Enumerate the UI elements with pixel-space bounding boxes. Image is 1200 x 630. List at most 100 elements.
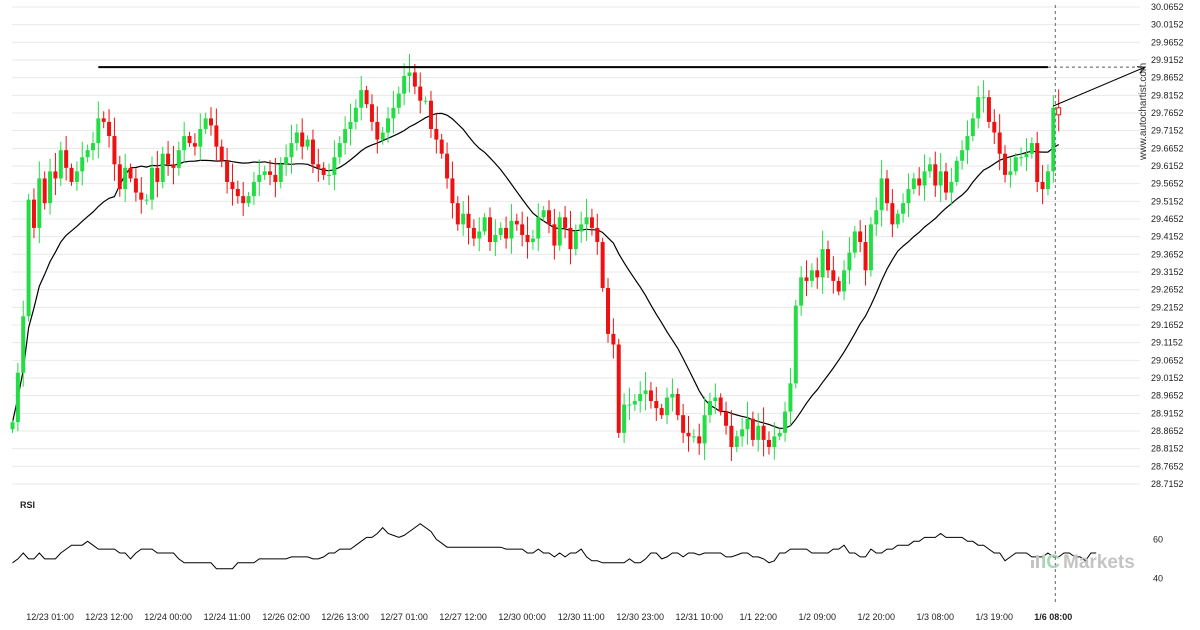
candle-body (149, 167, 154, 200)
candle-body (949, 181, 954, 193)
y-tick-label: 29.5652 (1151, 179, 1184, 189)
candle-body (412, 72, 417, 87)
candle-body (209, 118, 214, 126)
candle-body (761, 425, 766, 440)
candle-body (884, 178, 889, 204)
y-tick-label: 29.1152 (1151, 338, 1183, 348)
candle-body (547, 210, 551, 225)
candle-body (176, 150, 181, 168)
candle-body (1035, 143, 1040, 182)
x-tick-label: 12/30 11:00 (558, 612, 605, 622)
y-tick-label: 29.6152 (1151, 161, 1184, 171)
candle-body (493, 234, 498, 243)
candle-body (155, 167, 160, 182)
candle-body (273, 174, 278, 182)
candle-body (53, 171, 58, 179)
candle-body (616, 344, 621, 433)
candle-body (182, 136, 187, 151)
candle-body (1008, 171, 1013, 175)
rsi-panel: RSI 60 40 (12, 500, 1163, 583)
y-tick-label: 28.9152 (1151, 408, 1184, 418)
candle-body (471, 227, 476, 239)
candle-body (847, 252, 852, 271)
y-tick-label: 29.0652 (1151, 355, 1184, 365)
candle-body (1019, 157, 1024, 159)
candle-body (606, 287, 611, 334)
candle-body (230, 181, 235, 190)
candle-body (26, 199, 31, 317)
candle-body (509, 220, 514, 239)
candle-body (1029, 143, 1034, 154)
candle-body (836, 280, 841, 292)
candle-body (917, 178, 922, 186)
y-tick-label: 29.8152 (1151, 90, 1184, 100)
candle-body (1051, 107, 1056, 172)
candle-body (85, 150, 90, 158)
candle-body (611, 333, 616, 345)
y-tick-label: 28.8152 (1151, 444, 1184, 454)
candle-body (477, 231, 482, 239)
candle-body (96, 118, 101, 144)
rsi-line (12, 523, 1097, 570)
y-tick-label: 29.9152 (1151, 55, 1184, 65)
candle-body (718, 397, 723, 412)
y-tick-label: 29.4152 (1151, 232, 1184, 242)
candle-body (461, 213, 466, 225)
candle-body (428, 100, 433, 129)
candle-body (241, 196, 246, 204)
candle-body (380, 132, 385, 140)
candle-body (198, 128, 203, 147)
x-tick-label: 1/2 09:00 (798, 612, 836, 622)
candle-body (627, 404, 632, 406)
candle-body (316, 164, 321, 168)
y-tick-label: 29.3152 (1151, 267, 1184, 277)
candle-body (310, 139, 315, 165)
x-tick-label: 12/27 12:00 (439, 612, 487, 622)
candle-body (455, 203, 460, 225)
candle-body (187, 136, 192, 144)
candle-body (970, 118, 975, 137)
candle-body (729, 425, 734, 447)
candle-body (48, 171, 53, 204)
candle-body (203, 118, 208, 129)
x-tick-label: 12/27 01:00 (380, 612, 428, 622)
candle-body (986, 97, 991, 122)
candle-body (766, 439, 771, 447)
candle-body (133, 178, 138, 193)
x-tick-label: 12/31 10:00 (675, 612, 723, 622)
candle-body (783, 411, 788, 433)
candle-body (654, 401, 659, 409)
candle-body (10, 422, 15, 430)
rsi-label: RSI (20, 500, 35, 510)
candle-body (219, 146, 224, 161)
candle-body (938, 171, 943, 186)
candle-body (638, 393, 643, 402)
candle-body (713, 397, 718, 402)
candle-body (740, 429, 745, 437)
candle-body (911, 178, 916, 190)
candle-body (402, 75, 407, 94)
candle-body (622, 404, 627, 433)
candle-body (697, 436, 702, 444)
y-tick-label: 30.0152 (1151, 20, 1184, 30)
candle-body (879, 178, 884, 211)
candle-body (64, 150, 69, 168)
candle-body (423, 100, 428, 102)
candle-body (268, 171, 273, 175)
candle-body (498, 227, 503, 235)
x-tick-label: 12/30 23:00 (616, 612, 664, 622)
candle-body (1003, 153, 1008, 175)
candle-body (595, 227, 600, 243)
x-tick-label: 1/1 22:00 (739, 612, 777, 622)
candle-body (37, 178, 42, 228)
candlesticks (10, 54, 1062, 461)
candle-body (58, 150, 63, 179)
brand-prefix: IC (1041, 552, 1060, 573)
y-tick-label: 28.7652 (1151, 461, 1184, 471)
y-tick-label: 29.7152 (1151, 126, 1184, 136)
candle-body (107, 121, 112, 137)
candle-body (1013, 157, 1018, 172)
candle-body (756, 425, 761, 440)
candle-body (831, 270, 836, 281)
